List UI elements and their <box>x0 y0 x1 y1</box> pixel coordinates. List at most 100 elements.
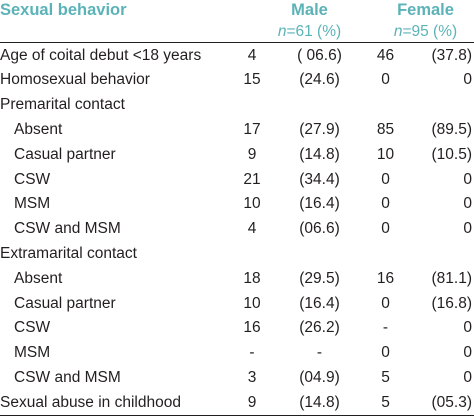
column-group-male: Male <box>232 0 367 24</box>
female-count: 0 <box>381 220 390 238</box>
row-label: CSW <box>14 319 51 337</box>
female-percent: 0 <box>463 344 472 362</box>
male-percent: (26.2) <box>299 319 340 337</box>
male-percent: (04.9) <box>299 369 340 386</box>
female-count: 46 <box>376 46 395 64</box>
female-percent <box>404 241 474 266</box>
female-count: 10 <box>376 145 395 163</box>
table-row: Casual partner 10 (16.4) 0 (16.8) <box>0 291 474 316</box>
female-percent: (16.8) <box>431 294 473 312</box>
row-label: MSM <box>14 195 51 213</box>
table-body: Age of coital debut <18 years 4 ( 06.6) 46 (… <box>0 43 474 416</box>
male-percent: (16.4) <box>299 195 340 213</box>
male-count: 16 <box>243 319 261 337</box>
male-percent: (27.9) <box>299 121 340 139</box>
row-label: CSW <box>14 170 51 188</box>
male-percent <box>272 241 367 266</box>
female-count <box>367 241 404 266</box>
male-count <box>232 93 272 118</box>
male-percent: (14.8) <box>299 145 340 163</box>
row-label: CSW and MSM <box>14 220 121 238</box>
female-count <box>367 93 404 118</box>
table-row: MSM 10 (16.4) 0 0 <box>0 192 474 217</box>
female-count: - <box>382 319 389 337</box>
male-count: 4 <box>247 46 257 64</box>
table-row: CSW and MSM 3 (04.9) 5 0 <box>0 365 474 390</box>
row-label: Casual partner <box>14 294 116 312</box>
male-count: 10 <box>243 195 261 213</box>
female-n-symbol: n <box>393 23 403 40</box>
male-count: 15 <box>243 71 261 89</box>
row-label: Age of coital debut <18 years <box>0 46 202 64</box>
male-percent: (06.6) <box>299 220 340 238</box>
female-percent: (37.8) <box>431 46 473 64</box>
row-label: Extramarital contact <box>0 245 137 263</box>
male-count: 4 <box>247 220 257 238</box>
female-sample-size: n=95 (%) <box>367 24 474 43</box>
female-percent: (10.5) <box>431 145 473 163</box>
row-label: MSM <box>14 344 51 362</box>
table-row: Absent 18 (29.5) 16 (81.1) <box>0 266 474 291</box>
column-group-female: Female <box>367 0 474 24</box>
male-sample-size: n=61 (%) <box>232 24 367 43</box>
header-row-counts: n=61 (%) n=95 (%) <box>0 24 474 43</box>
female-count: 16 <box>376 269 395 287</box>
female-count: 0 <box>381 71 390 89</box>
male-percent: ( 06.6) <box>297 46 342 64</box>
column-header-label: Sexual behavior <box>0 1 127 19</box>
table-row: Extramarital contact <box>0 241 474 266</box>
female-percent: 0 <box>463 195 472 213</box>
table-row: Casual partner 9 (14.8) 10 (10.5) <box>0 142 474 167</box>
female-percent: 0 <box>463 319 472 337</box>
male-percent: (29.5) <box>299 269 340 287</box>
row-label: CSW and MSM <box>14 369 121 386</box>
male-n-symbol: n <box>277 23 287 40</box>
female-n-value: =95 (%) <box>402 23 458 40</box>
header-blank-cell <box>0 24 232 43</box>
table-row: Homosexual behavior 15 (24.6) 0 0 <box>0 68 474 93</box>
male-count <box>232 241 272 266</box>
female-percent <box>404 93 474 118</box>
male-count: 21 <box>243 170 261 188</box>
female-group-label: Female <box>397 1 454 19</box>
row-label: Casual partner <box>14 145 116 163</box>
table-header: Sexual behavior Male Female n=61 (%) n=9… <box>0 0 474 43</box>
male-percent: (34.4) <box>299 170 340 188</box>
table-row: CSW and MSM 4 (06.6) 0 0 <box>0 217 474 242</box>
row-label: Absent <box>14 121 63 139</box>
male-n-value: =61 (%) <box>286 23 342 40</box>
female-count: 0 <box>381 344 390 362</box>
male-count: 3 <box>247 369 257 386</box>
table-row: CSW 16 (26.2) - 0 <box>0 316 474 341</box>
female-percent: 0 <box>463 369 472 386</box>
male-percent: (24.6) <box>299 71 340 89</box>
table-row: MSM - - 0 0 <box>0 341 474 366</box>
male-count: 9 <box>247 145 257 163</box>
column-header-sexual-behavior: Sexual behavior <box>0 0 232 24</box>
table-row: Premarital contact <box>0 93 474 118</box>
row-label: Premarital contact <box>0 96 125 114</box>
male-percent: - <box>316 344 323 362</box>
female-count: 5 <box>381 369 390 386</box>
female-percent: (81.1) <box>431 269 473 287</box>
female-count: 85 <box>376 121 395 139</box>
male-count: 18 <box>243 269 261 287</box>
female-percent: 0 <box>463 170 472 188</box>
table-row: Absent 17 (27.9) 85 (89.5) <box>0 117 474 142</box>
female-count: 0 <box>381 294 390 312</box>
female-count: 0 <box>381 195 390 213</box>
male-percent: (16.4) <box>299 294 340 312</box>
male-percent <box>272 93 367 118</box>
female-percent: 0 <box>463 71 472 89</box>
female-percent: (89.5) <box>431 121 473 139</box>
row-label: Homosexual behavior <box>0 71 150 89</box>
male-group-label: Male <box>291 1 328 19</box>
female-percent: 0 <box>463 220 472 238</box>
header-row-groups: Sexual behavior Male Female <box>0 0 474 24</box>
male-count: 10 <box>243 294 261 312</box>
table-row: CSW 21 (34.4) 0 0 <box>0 167 474 192</box>
male-count: 17 <box>243 121 261 139</box>
male-count: - <box>249 344 255 362</box>
